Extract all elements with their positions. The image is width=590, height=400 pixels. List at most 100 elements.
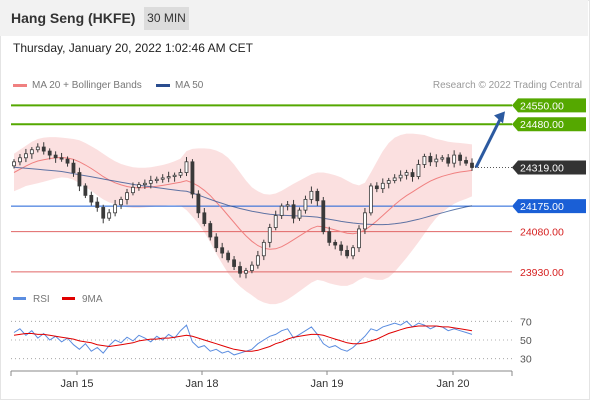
candle-body [142,182,147,186]
candle-body [297,209,302,219]
candle-body [137,184,141,188]
candle-body [250,264,254,271]
level-label-23930.00: 23930.00 [520,267,564,279]
candle-body [410,172,415,177]
candle-body [434,158,439,163]
candle-body [12,161,16,167]
candle-body [446,157,451,164]
ma20-line [13,156,473,250]
level-value: 24550.00 [520,100,564,112]
x-tick-label: Jan 19 [310,378,343,390]
candle-body [160,177,165,180]
candle-body [35,146,40,151]
candle-body [202,212,207,224]
candle-body [59,157,64,160]
candle-body [119,198,123,206]
legend-ma20-label: MA 20 + Bollinger Bands [32,80,142,91]
legend-ma20: MA 20 + Bollinger Bands [13,80,142,91]
candle-body [89,194,94,203]
candle-body [255,255,260,266]
candle-body [29,149,34,155]
x-tick-label: Jan 15 [60,378,93,390]
candle-body [267,227,272,243]
candle-body [279,205,284,216]
ma9-legend-swatch [62,297,75,300]
legend-ma50: MA 50 [156,80,203,91]
candle-body [440,157,445,160]
candle-body [357,228,361,249]
level-tag [512,98,586,113]
candle-body [416,164,421,177]
candle-body [107,212,112,219]
candle-body [41,146,46,152]
level-tag [512,160,586,175]
rsi-legend-swatch [13,297,26,300]
copyright-text: Research © 2022 Trading Central [432,80,582,91]
level-tag [512,199,586,214]
candle-body [386,180,391,184]
candle-body [291,204,296,219]
header-bar: Hang Seng (HKFE) 30 MIN [0,0,588,36]
level-label-24080.00: 24080.00 [520,227,564,239]
candle-body [148,180,153,184]
rsi-tick-label: 70 [520,316,532,328]
ma20-swatch [13,83,27,87]
candle-body [374,185,379,190]
level-value: 24175.00 [520,201,564,213]
candle-body [113,204,118,214]
candle-body [458,154,463,161]
candle-body [339,244,344,251]
level-value: 24080.00 [520,227,564,239]
candle-body [65,158,70,164]
candle-body [327,231,332,243]
candle-body [464,160,468,164]
level-value: 23930.00 [520,267,564,279]
level-label-24175.00: 24175.00 [512,199,586,214]
candle-body [184,161,189,173]
level-label-24319.00: 24319.00 [512,160,586,175]
candle-body [404,172,409,176]
bollinger-band [14,133,472,305]
candle-body [398,174,403,179]
candle-body [131,186,135,194]
candle-body [154,178,159,182]
candle-body [333,241,338,246]
level-value: 24319.00 [520,162,564,174]
candle-body [345,250,349,257]
candle-body [368,185,373,214]
rsi-tick-label: 30 [520,354,532,366]
candle-body [53,154,58,159]
candle-body [172,174,177,177]
candle-body [273,215,278,228]
candle-body [428,156,433,163]
ma9-legend-label: 9MA [82,294,103,305]
x-tick-label: Jan 20 [436,378,469,390]
candle-body [220,247,225,254]
candle-body [232,259,236,267]
level-label-24550.00: 24550.00 [512,98,586,113]
timeframe-badge[interactable]: 30 MIN [144,7,189,30]
target-arrow-head [494,111,505,124]
candle-body [261,241,266,257]
candle-body [363,212,367,230]
legend-ma50-label: MA 50 [175,80,204,91]
ma50-swatch [156,83,170,87]
candle-body [18,157,22,163]
rsi-tick-label: 50 [520,335,532,347]
candle-body [238,266,242,274]
candle-body [321,200,326,233]
candle-body [95,201,100,208]
ma50-line [13,166,473,226]
candle-body [392,177,397,182]
candle-body [196,193,201,214]
candle-body [309,190,314,200]
candle-body [125,192,129,200]
candle-body [83,185,88,196]
ma9-line [13,325,473,352]
candle-body [71,162,76,173]
level-label-24480.00: 24480.00 [512,117,586,132]
timestamp: Thursday, January 20, 2022 1:02:46 AM CE… [13,41,253,55]
candle-body [244,270,248,274]
x-tick-label: Jan 18 [185,378,218,390]
